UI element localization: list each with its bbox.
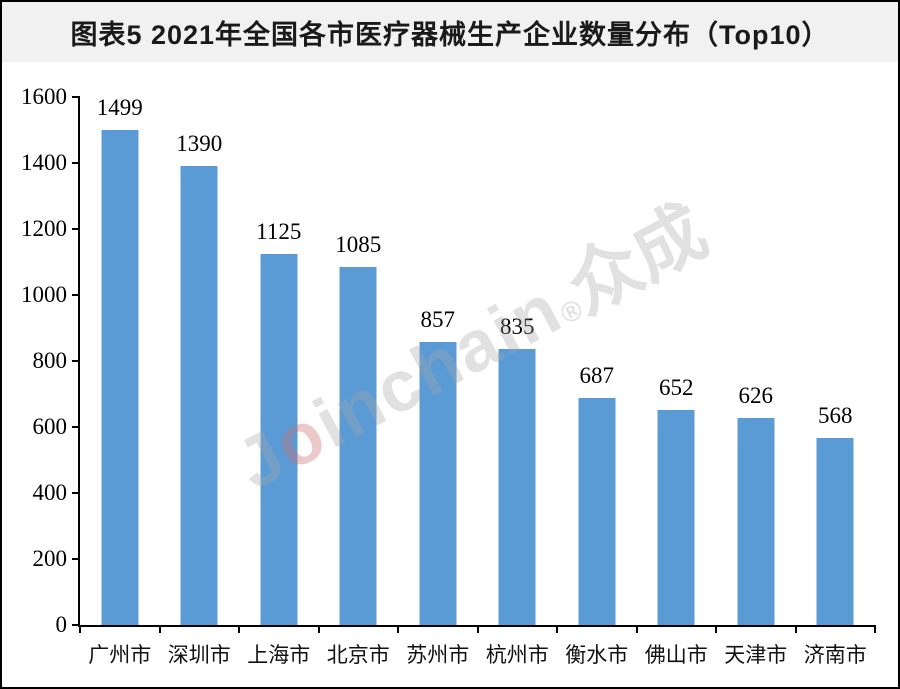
bar-slot: 626 [716,97,796,625]
x-axis-tick [79,625,81,633]
y-axis-tick [72,360,80,362]
bar-value-label: 687 [579,363,615,389]
y-axis-label: 200 [32,546,68,571]
bar [180,166,218,625]
category-label: 佛山市 [644,644,708,667]
bars-container: 1499 1390 1125 1085 857 835 687 652 626 568 [80,95,876,625]
y-axis-tick [72,294,80,296]
bar-value-label: 1125 [256,218,302,244]
category-label: 广州市 [88,644,152,667]
x-axis-tick [158,625,161,633]
bar [578,398,616,625]
x-axis-tick [397,625,399,633]
x-axis-tick [317,625,320,633]
bar-slot: 687 [557,97,637,625]
y-axis-tick [72,96,80,98]
category-axis-labels: 广州市 深圳市 上海市 北京市 苏州市 杭州市 衡水市 佛山市 天津市 济南市 [80,639,875,669]
bar-value-label: 1390 [176,131,223,157]
x-axis-tick [874,625,876,633]
bar-slot: 857 [398,97,478,625]
x-axis-tick [794,625,797,633]
y-axis-tick [72,426,80,428]
bar-slot: 1085 [319,97,399,625]
y-axis-label: 1000 [21,282,67,307]
x-axis-tick [476,625,479,633]
bar-value-label: 1085 [335,231,382,257]
y-axis-tick [72,162,80,164]
category-label: 衡水市 [565,644,629,667]
bar-value-label: 835 [500,314,535,340]
bar [260,253,298,625]
category-label: 济南市 [803,644,867,667]
category-label: 深圳市 [167,644,231,667]
bar-slot: 835 [478,97,558,625]
category-label: 天津市 [724,644,788,667]
bar [737,418,775,625]
x-axis-tick [556,625,558,633]
category-label: 北京市 [326,644,390,667]
y-axis-label: 1400 [21,150,67,175]
bar-slot: 1125 [239,97,319,625]
bar-slot: 1499 [80,95,160,625]
y-axis-label: 800 [32,348,68,373]
bar-slot: 568 [796,97,876,625]
title-band: 图表5 2021年全国各市医疗器械生产企业数量分布（Top10） [2,2,898,62]
category-label: 杭州市 [485,644,549,667]
bar-value-label: 652 [659,374,694,400]
y-axis-label: 600 [32,414,68,439]
chart-region: Joinchain®众成 1499 1390 1125 1085 857 835 687 65… [2,62,898,687]
y-axis-tick [72,228,80,230]
y-axis-label: 1200 [21,216,67,241]
bar [339,266,377,625]
bar-slot: 1390 [160,97,240,625]
x-axis-tick [238,625,240,633]
plot-area: 1499 1390 1125 1085 857 835 687 652 626 568 广州市 深圳… [21,84,876,667]
x-axis-tick [635,625,638,633]
chart-title: 图表5 2021年全国各市医疗器械生产企业数量分布（Top10） [70,19,830,50]
bar [498,349,536,625]
bar-value-label: 568 [818,402,853,428]
bar-value-label: 857 [420,307,456,333]
bar [419,342,457,625]
bar-value-label: 1499 [96,95,143,121]
y-axis-tick [72,624,80,626]
bar [816,437,854,625]
bar-slot: 652 [637,97,717,625]
y-axis-tick [72,558,80,560]
bar [657,409,695,625]
bar-value-label: 626 [738,383,774,409]
y-axis-label: 400 [32,480,68,505]
y-axis-label: 0 [55,612,68,637]
category-label: 上海市 [247,644,311,667]
bar [101,130,139,625]
category-label: 苏州市 [406,644,470,667]
y-axis-label: 1600 [21,84,67,109]
x-axis-tick [715,625,717,633]
y-axis-tick [72,492,80,494]
